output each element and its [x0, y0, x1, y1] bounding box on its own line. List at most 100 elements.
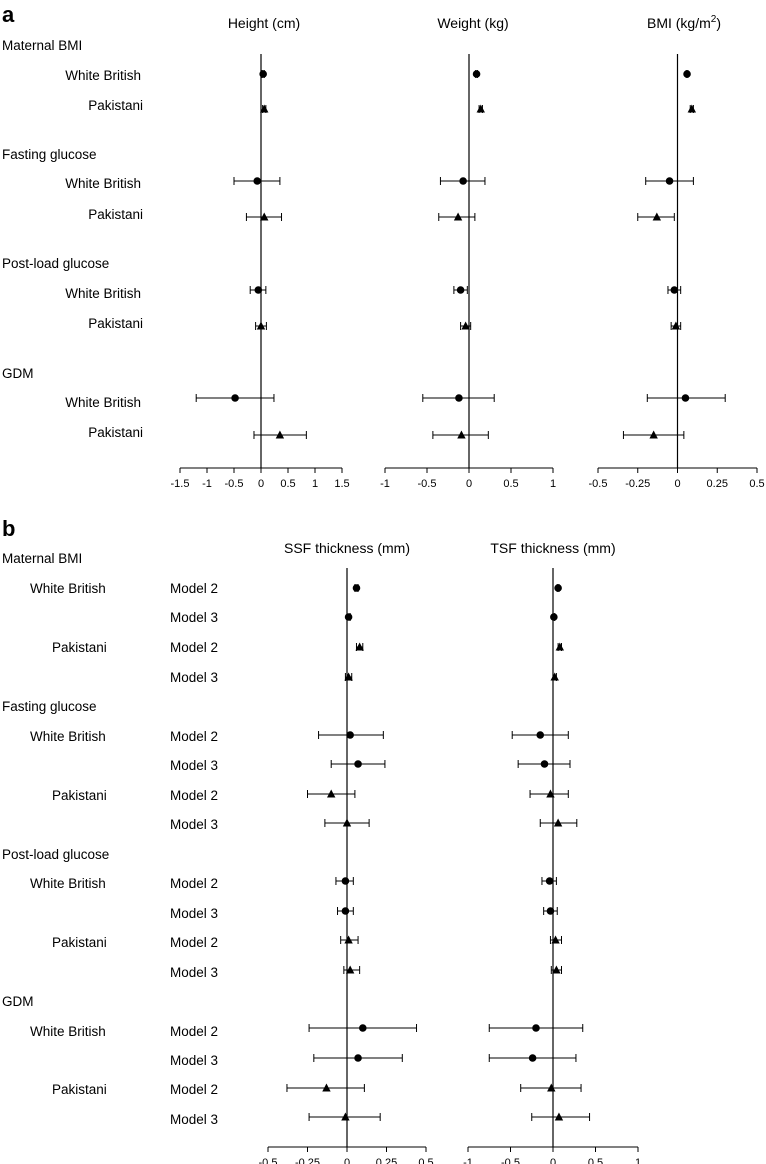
point-estimate-triangle — [550, 672, 559, 681]
ssf-forest-plot: -0.5 -0.25 0 0.25 0.5 — [259, 568, 434, 1164]
point-estimate-circle — [352, 584, 361, 592]
point-estimate-circle — [681, 394, 690, 402]
point-estimate-circle — [665, 177, 674, 185]
estimate-maternal-bmi-white-british-model-2 — [352, 584, 361, 592]
point-estimate-triangle — [546, 789, 555, 798]
tsf-forest-plot: -1 -0.5 0 0.5 1 — [463, 568, 641, 1164]
point-estimate-triangle — [649, 430, 658, 439]
b-group-label-maternal-bmi: Maternal BMI — [2, 551, 82, 566]
x-axis-tick-label: 1 — [312, 478, 318, 490]
point-estimate-triangle — [260, 104, 269, 113]
x-axis-tick-label: 1 — [635, 1157, 641, 1164]
b-subgroup-label-pakistani: Pakistani — [52, 788, 107, 803]
estimate-gdm-pakistani-model-2 — [520, 1083, 582, 1092]
estimate-gdm-pakistani-model-3 — [308, 1112, 381, 1121]
point-estimate-circle — [455, 394, 463, 402]
x-axis-tick-label: -0.25 — [625, 478, 650, 490]
panel-a-letter: a — [2, 2, 15, 27]
x-axis-tick-label: -0.5 — [259, 1157, 278, 1164]
x-axis-tick-label: 0.5 — [418, 1157, 433, 1164]
a-subgroup-label-pakistani: Pakistani — [88, 425, 143, 440]
point-estimate-triangle — [322, 1083, 331, 1092]
x-axis-tick-label: -0.5 — [589, 478, 608, 490]
estimate-gdm-pakistani-model-2 — [286, 1083, 365, 1092]
x-axis-tick-label: 0.5 — [503, 478, 518, 490]
b-model-label: Model 2 — [170, 788, 218, 803]
estimate-post-load-glucose-pakistani — [460, 321, 472, 330]
point-estimate-triangle — [457, 430, 466, 439]
point-estimate-triangle — [453, 212, 463, 221]
point-estimate-triangle — [327, 789, 336, 798]
x-axis-tick-label: 0.5 — [588, 1157, 603, 1164]
estimate-gdm-white-british-model-2 — [308, 1024, 418, 1032]
point-estimate-triangle — [275, 430, 285, 439]
estimate-maternal-bmi-pakistani-model-2 — [355, 642, 364, 651]
a-subgroup-label-pakistani: Pakistani — [88, 207, 143, 222]
estimate-maternal-bmi-white-british — [259, 70, 267, 78]
estimate-fasting-glucose-pakistani-model-2 — [529, 789, 569, 798]
x-axis-tick-label: -0.5 — [225, 478, 244, 490]
b-model-label: Model 3 — [170, 610, 218, 625]
estimate-post-load-glucose-pakistani — [670, 321, 682, 330]
bmi-forest-plot: -0.5 -0.25 0 0.25 0.5 — [589, 54, 765, 490]
panel-b-letter: b — [2, 516, 15, 541]
b-subgroup-label-white-british: White British — [30, 581, 106, 596]
estimate-fasting-glucose-white-british-model-2 — [318, 731, 384, 739]
bmi-title-superscript: 2 — [711, 14, 717, 25]
b-group-label-gdm: GDM — [2, 994, 34, 1009]
b-model-label: Model 2 — [170, 640, 218, 655]
estimate-fasting-glucose-white-british-model-2 — [511, 731, 569, 739]
x-axis-tick-label: -0.5 — [501, 1157, 520, 1164]
point-estimate-circle — [528, 1054, 537, 1062]
point-estimate-triangle — [476, 104, 485, 113]
estimate-gdm-white-british — [646, 394, 726, 402]
a-subgroup-label-pakistani: Pakistani — [88, 98, 143, 113]
estimate-post-load-glucose-pakistani-model-3 — [343, 965, 361, 974]
estimate-fasting-glucose-white-british-model-3 — [517, 760, 571, 768]
estimate-post-load-glucose-white-british-model-2 — [335, 877, 354, 885]
x-axis-tick-label: 0 — [466, 478, 472, 490]
b-model-label: Model 2 — [170, 1024, 218, 1039]
b-group-label-fasting-glucose: Fasting glucose — [2, 699, 97, 714]
x-axis-tick-label: 0.25 — [376, 1157, 397, 1164]
bmi-title-close: ) — [716, 15, 721, 31]
b-model-label: Model 3 — [170, 1112, 218, 1127]
point-estimate-circle — [472, 70, 481, 78]
estimate-gdm-white-british-model-3 — [488, 1054, 577, 1062]
x-axis-tick-label: -1 — [380, 478, 390, 490]
b-subgroup-label-white-british: White British — [30, 1024, 106, 1039]
point-estimate-circle — [683, 70, 691, 78]
panel-a: a Height (cm) Weight (kg) BMI (kg/m2) Ma… — [2, 2, 765, 490]
x-axis-tick-label: -0.25 — [295, 1157, 320, 1164]
estimate-gdm-white-british — [195, 394, 275, 402]
point-estimate-circle — [354, 760, 362, 768]
estimate-maternal-bmi-white-british-model-3 — [344, 613, 353, 621]
x-axis-tick-label: -0.5 — [418, 478, 437, 490]
b-model-label: Model 2 — [170, 935, 218, 950]
b-subgroup-label-pakistani: Pakistani — [52, 1082, 107, 1097]
point-estimate-triangle — [260, 212, 269, 221]
point-estimate-triangle — [256, 321, 266, 330]
estimate-post-load-glucose-white-british — [249, 286, 267, 294]
point-estimate-triangle — [341, 1112, 350, 1121]
estimate-maternal-bmi-white-british — [472, 70, 481, 78]
point-estimate-triangle — [555, 642, 564, 651]
estimate-post-load-glucose-pakistani — [255, 321, 267, 330]
b-group-label-post-load-glucose: Post-load glucose — [2, 847, 109, 862]
point-estimate-circle — [554, 584, 562, 592]
point-estimate-circle — [456, 286, 465, 294]
b-model-label: Model 3 — [170, 965, 218, 980]
estimate-fasting-glucose-white-british — [233, 177, 281, 185]
a-group-label-post-load-glucose: Post-load glucose — [2, 256, 109, 271]
x-axis-tick-label: 1.5 — [334, 478, 349, 490]
b-model-label: Model 2 — [170, 876, 218, 891]
a-group-label-maternal-bmi: Maternal BMI — [2, 38, 82, 53]
estimate-maternal-bmi-pakistani — [687, 104, 697, 113]
b-subgroup-label-white-british: White British — [30, 876, 106, 891]
b-subgroup-label-pakistani: Pakistani — [52, 640, 107, 655]
height-forest-plot: -1.5 -1 -0.5 0 0.5 1 1.5 — [171, 54, 350, 490]
bmi-column-title: BMI (kg/m2) — [647, 14, 721, 31]
estimate-fasting-glucose-pakistani-model-2 — [307, 789, 356, 798]
b-model-label: Model 2 — [170, 1082, 218, 1097]
